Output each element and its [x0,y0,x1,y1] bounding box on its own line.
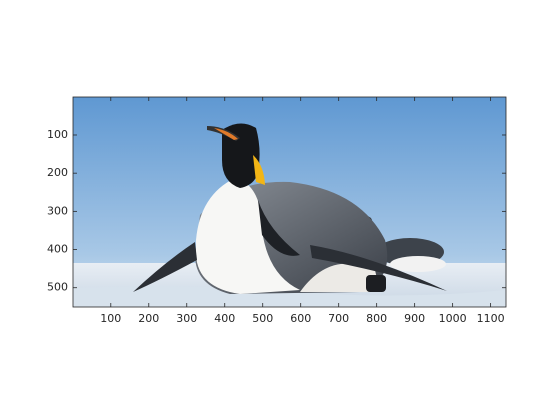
x-tick-label: 1100 [477,312,505,325]
axes-box [72,96,507,308]
x-tick-label: 900 [404,312,425,325]
x-tick-label: 600 [290,312,311,325]
x-tick-label: 200 [138,312,159,325]
y-tick-label: 200 [47,166,68,179]
y-tick-label: 100 [47,128,68,141]
y-tick-label: 300 [47,204,68,217]
x-tick-label: 500 [252,312,273,325]
y-tick-label: 400 [47,243,68,256]
y-tick-label: 500 [47,281,68,294]
x-tick-label: 100 [100,312,121,325]
x-tick-label: 700 [328,312,349,325]
x-tick-label: 1000 [439,312,467,325]
x-tick-label: 400 [214,312,235,325]
x-tick-label: 800 [366,312,387,325]
photo [73,97,506,307]
x-tick-label: 300 [176,312,197,325]
